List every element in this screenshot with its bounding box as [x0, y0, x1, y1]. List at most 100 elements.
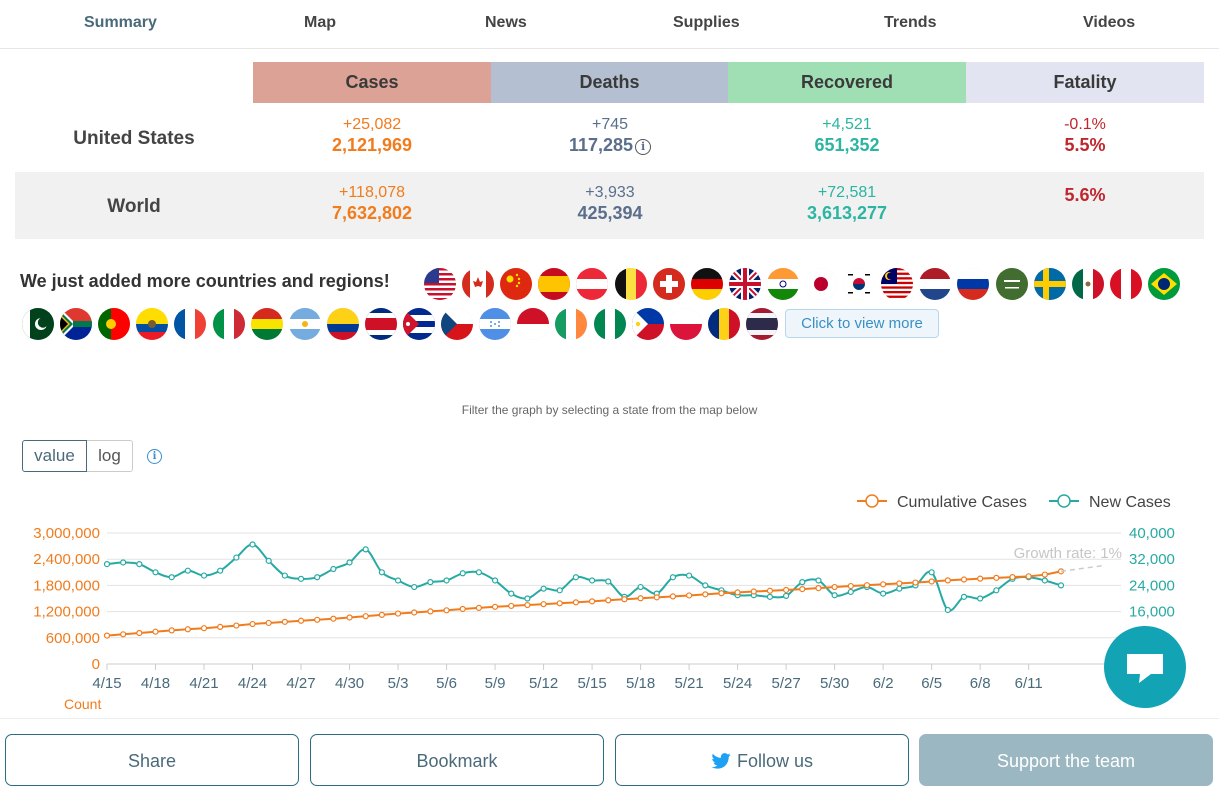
- info-icon[interactable]: i: [147, 449, 162, 464]
- czech-flag[interactable]: [441, 308, 473, 340]
- legend-new-label: New Cases: [1089, 494, 1171, 511]
- chat-button[interactable]: [1104, 626, 1186, 708]
- netherlands-flag[interactable]: [919, 268, 951, 300]
- thailand-flag[interactable]: [746, 308, 778, 340]
- tab-videos[interactable]: Videos: [1083, 14, 1136, 31]
- argentina-flag[interactable]: [289, 308, 321, 340]
- france-flag[interactable]: [174, 308, 206, 340]
- cases-chart: 0 600,000 1,200,000 1,800,000 2,400,000 3,000…: [33, 494, 1175, 712]
- cumulative-point: [815, 585, 822, 592]
- south-africa-flag[interactable]: [60, 308, 92, 340]
- share-button[interactable]: Share: [5, 734, 299, 786]
- view-more-button[interactable]: Click to view more: [785, 309, 939, 338]
- ireland-flag[interactable]: [555, 308, 587, 340]
- tab-map[interactable]: Map: [304, 14, 336, 31]
- cumulative-point: [491, 603, 499, 610]
- support-button[interactable]: Support the team: [919, 734, 1213, 786]
- scale-log-toggle[interactable]: log: [87, 440, 133, 472]
- brazil-flag[interactable]: [1148, 268, 1180, 300]
- new-cases-point: [556, 587, 563, 594]
- cumulative-point: [314, 616, 321, 623]
- japan-flag[interactable]: [805, 268, 837, 300]
- ecuador-flag[interactable]: [136, 308, 168, 340]
- follow-button[interactable]: Follow us: [615, 734, 909, 786]
- romania-flag[interactable]: [708, 308, 740, 340]
- world-fatality-total: 5.6%: [1064, 185, 1106, 205]
- new-cases-point: [314, 574, 321, 581]
- cuba-flag[interactable]: [403, 308, 435, 340]
- cumulative-point: [1025, 573, 1032, 580]
- cumulative-point: [265, 619, 272, 627]
- info-icon[interactable]: i: [635, 139, 652, 155]
- cumulative-point: [427, 608, 434, 615]
- new-cases-point: [443, 577, 450, 584]
- us-fatality-cell: -0.1% 5.5%: [966, 116, 1204, 156]
- new-cases-point: [459, 570, 466, 577]
- pakistan-flag[interactable]: [22, 308, 54, 340]
- cumulative-point: [281, 618, 288, 625]
- cumulative-point: [928, 578, 935, 585]
- x-tick-label: 5/30: [820, 675, 849, 692]
- row-label-world[interactable]: World: [107, 196, 161, 217]
- colombia-flag[interactable]: [327, 308, 359, 340]
- honduras-flag[interactable]: [479, 308, 511, 340]
- y-right-tick-label: 24,000: [1129, 577, 1175, 594]
- indonesia-flag[interactable]: [517, 308, 549, 340]
- india-flag[interactable]: [767, 268, 799, 300]
- cumulative-point: [330, 615, 337, 622]
- header-fatality: Fatality: [966, 62, 1204, 103]
- nigeria-flag[interactable]: [594, 308, 626, 340]
- canada-flag[interactable]: [462, 268, 494, 300]
- tab-trends[interactable]: Trends: [884, 14, 937, 31]
- belgium-flag[interactable]: [615, 268, 647, 300]
- cumulative-point: [588, 598, 596, 605]
- austria-flag[interactable]: [576, 268, 608, 300]
- peru-flag[interactable]: [1110, 268, 1142, 300]
- us-flag[interactable]: [424, 268, 456, 300]
- sweden-flag[interactable]: [1034, 268, 1066, 300]
- x-tick-label: 5/15: [577, 675, 606, 692]
- russia-flag[interactable]: [957, 268, 989, 300]
- cumulative-point: [702, 591, 709, 598]
- poland-flag[interactable]: [670, 308, 702, 340]
- x-tick-label: 5/21: [675, 675, 704, 692]
- cumulative-point: [977, 575, 984, 582]
- cumulative-point: [524, 601, 531, 609]
- philippines-flag[interactable]: [632, 308, 664, 340]
- new-cases-point: [217, 567, 224, 574]
- costa-rica-flag[interactable]: [365, 308, 397, 340]
- cumulative-point: [960, 576, 968, 583]
- switzerland-flag[interactable]: [653, 268, 685, 300]
- saudi-arabia-flag[interactable]: [996, 268, 1028, 300]
- new-cases-point: [540, 585, 547, 592]
- south-korea-flag[interactable]: [843, 268, 875, 300]
- germany-flag[interactable]: [691, 268, 723, 300]
- tab-news[interactable]: News: [485, 14, 527, 31]
- us-recovered-cell: +4,521 651,352: [728, 116, 966, 156]
- cumulative-point: [1041, 571, 1048, 578]
- x-tick-label: 6/5: [921, 675, 942, 692]
- portugal-flag[interactable]: [98, 308, 130, 340]
- new-cases-point: [944, 606, 951, 614]
- spain-flag[interactable]: [538, 268, 570, 300]
- mexico-flag[interactable]: [1072, 268, 1104, 300]
- header-deaths: Deaths: [491, 62, 728, 103]
- italy-flag[interactable]: [213, 308, 245, 340]
- us-cases-delta: +25,082: [342, 116, 402, 133]
- scale-value-toggle[interactable]: value: [22, 440, 87, 472]
- new-cases-point: [960, 593, 968, 600]
- cumulative-point: [120, 631, 127, 638]
- china-flag[interactable]: [500, 268, 532, 300]
- bolivia-flag[interactable]: [251, 308, 283, 340]
- tab-summary[interactable]: Summary: [84, 14, 157, 31]
- y-left-tick-label: 2,400,000: [33, 551, 100, 568]
- us-fatality-total: 5.5%: [1064, 135, 1106, 155]
- us-deaths-total: 117,285: [568, 135, 634, 155]
- new-cases-line: [106, 543, 1062, 612]
- row-label-us[interactable]: United States: [73, 128, 195, 149]
- tab-supplies[interactable]: Supplies: [673, 14, 740, 31]
- new-cases-point: [686, 572, 693, 579]
- bookmark-button[interactable]: Bookmark: [310, 734, 604, 786]
- malaysia-flag[interactable]: [881, 268, 913, 300]
- uk-flag[interactable]: [729, 268, 761, 300]
